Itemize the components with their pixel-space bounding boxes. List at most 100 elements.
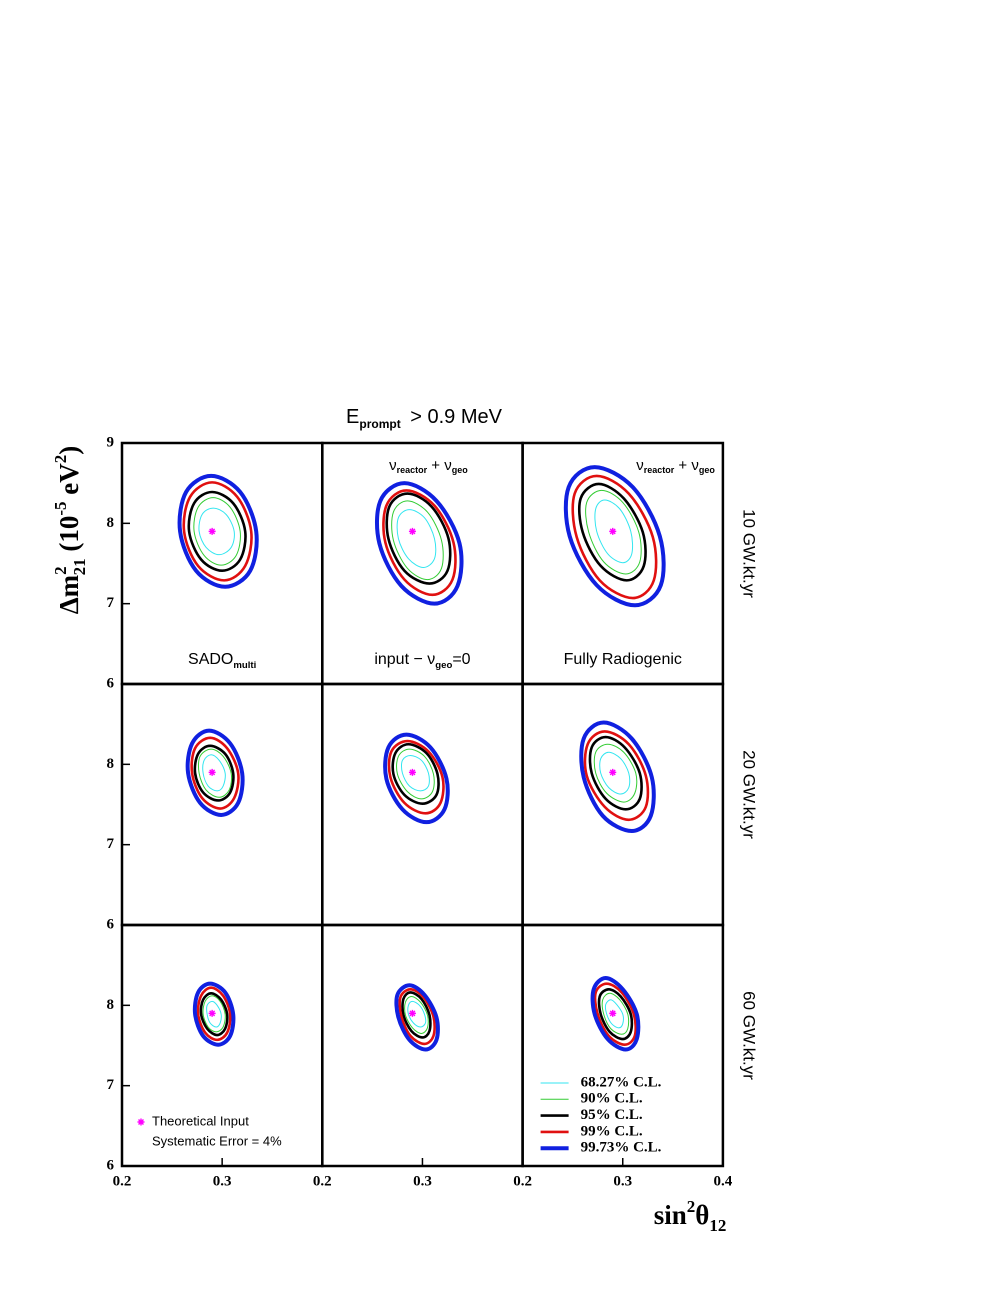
x-tick-label: 0.2	[113, 1173, 132, 1189]
marker	[609, 527, 617, 535]
contour	[375, 481, 464, 606]
annotation: Fully Radiogenic	[564, 651, 682, 668]
y-label-part: 2	[51, 455, 70, 464]
annotation-part: multi	[233, 660, 256, 671]
contour	[192, 981, 236, 1047]
contour	[202, 754, 226, 792]
x-axis-label: sin2θ12	[654, 1197, 727, 1235]
annotation-part: + ν	[427, 457, 452, 474]
contour	[190, 736, 240, 810]
annotation-part: input − ν	[374, 651, 435, 668]
x-tick-label: 0.2	[313, 1173, 332, 1189]
contour	[401, 991, 432, 1039]
contour	[396, 748, 435, 800]
y-label-part: eV	[54, 463, 84, 502]
y-label-part: 21	[70, 558, 89, 575]
contour	[396, 509, 437, 569]
contour	[583, 730, 650, 822]
legend-label: 99% C.L.	[581, 1123, 643, 1139]
annotation-part: Fully Radiogenic	[564, 651, 682, 668]
annotation: νreactor + νgeo	[389, 457, 468, 475]
legend-label: 68.27% C.L.	[581, 1074, 662, 1090]
contour	[601, 992, 630, 1035]
contour	[193, 497, 241, 566]
x-label-part: sin	[654, 1200, 687, 1230]
x-tick-label: 0.3	[213, 1173, 232, 1189]
contour	[593, 982, 637, 1047]
annotation: SADOmulti	[188, 651, 256, 671]
y-label-part: 2	[51, 566, 70, 575]
contour	[571, 474, 658, 600]
annotation: νreactor + νgeo	[636, 457, 715, 475]
annotation-part: geo	[435, 660, 452, 671]
contour	[588, 735, 643, 811]
x-label-part: 2	[687, 1197, 696, 1216]
contour	[385, 492, 452, 585]
x-label-part: θ	[695, 1200, 709, 1230]
contour	[585, 489, 642, 575]
annotation-part: ν	[389, 457, 397, 474]
contour	[394, 983, 440, 1052]
contour	[400, 754, 430, 792]
contour	[199, 991, 229, 1037]
y-tick-label: 8	[107, 515, 115, 531]
contour	[594, 499, 634, 564]
legend-label: 95% C.L.	[581, 1107, 643, 1123]
contour	[206, 1000, 222, 1028]
legend-label: Theoretical Input	[152, 1113, 249, 1128]
contour	[197, 748, 233, 798]
marker	[609, 1009, 617, 1017]
contour	[593, 743, 638, 803]
annotation: input − νgeo=0	[374, 651, 470, 671]
note: Systematic Error = 4%	[152, 1133, 282, 1148]
y-label-part: -5	[51, 501, 70, 515]
marker	[208, 768, 216, 776]
contour	[196, 986, 232, 1042]
legend-label: 90% C.L.	[581, 1091, 643, 1107]
marker	[208, 1009, 216, 1017]
legend-label: 99.73% C.L.	[581, 1140, 662, 1156]
y-tick-label: 6	[107, 1157, 115, 1173]
annotation-part: ν	[636, 457, 644, 474]
x-tick-label: 0.3	[613, 1173, 632, 1189]
contour	[398, 987, 436, 1046]
contour	[182, 481, 253, 582]
panel-frame	[321, 923, 524, 1168]
title-part: > 0.9 MeV	[405, 406, 503, 428]
y-axis-label: Δm221 (10-5 eV2)	[51, 446, 89, 615]
figure-title: Eprompt > 0.9 MeV	[346, 406, 503, 431]
y-tick-label: 7	[107, 1077, 115, 1093]
contour	[577, 482, 647, 582]
y-tick-label: 8	[107, 756, 115, 772]
contour	[185, 728, 245, 817]
panel-frame	[321, 441, 524, 686]
contour	[202, 995, 226, 1033]
marker	[408, 527, 416, 535]
y-label-part: )	[54, 446, 84, 455]
x-label-part: 12	[709, 1216, 726, 1235]
contour	[382, 489, 457, 597]
contour	[599, 751, 631, 795]
y-label-part: (10	[54, 516, 84, 559]
contour	[177, 473, 259, 589]
y-tick-label: 9	[107, 434, 115, 450]
row-label: 20 GW.kt.yr	[740, 750, 759, 839]
contour	[597, 987, 634, 1041]
contour	[187, 490, 247, 573]
contour	[387, 739, 445, 815]
y-tick-label: 8	[107, 997, 115, 1013]
y-label-part: Δm	[54, 574, 84, 614]
marker	[408, 768, 416, 776]
annotation-part: reactor	[644, 465, 675, 475]
y-tick-label: 7	[107, 836, 115, 852]
panel-frame	[521, 682, 725, 927]
marker	[609, 768, 617, 776]
annotation-part: geo	[452, 465, 469, 475]
y-tick-label: 6	[107, 675, 115, 691]
contour	[590, 976, 641, 1052]
contour	[579, 720, 656, 834]
contour	[604, 999, 624, 1029]
contour	[391, 500, 444, 581]
